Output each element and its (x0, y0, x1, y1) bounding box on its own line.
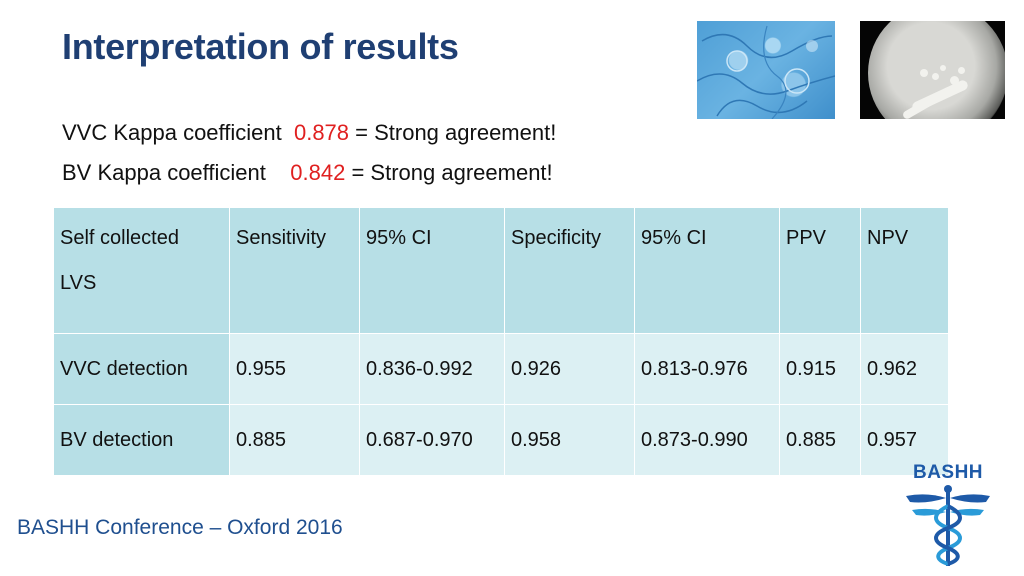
table-row: VVC detection 0.955 0.836-0.992 0.926 0.… (53, 333, 949, 405)
table-cell: 0.962 (860, 333, 949, 405)
caduceus-icon (906, 485, 990, 566)
table-cell: 0.958 (504, 404, 635, 476)
table-cell: 0.885 (229, 404, 360, 476)
table-row: BV detection 0.885 0.687-0.970 0.958 0.8… (53, 404, 949, 476)
header-cell: Sensitivity (229, 207, 360, 334)
footer-conference: BASHH Conference – Oxford 2016 (17, 516, 343, 539)
header-cell: 95% CI (359, 207, 505, 334)
colony (950, 76, 959, 85)
header-cell-line2: LVS (60, 272, 97, 294)
table-cell: 0.957 (860, 404, 949, 476)
header-cell: 95% CI (634, 207, 780, 334)
row-label: VVC detection (53, 333, 230, 405)
microscopy-texture (697, 25, 835, 119)
table-header-row: Self collected LVS Sensitivity 95% CI Sp… (53, 207, 949, 334)
kappa-vvc-value: 0.878 (293, 120, 350, 145)
agar-plate (868, 21, 1005, 119)
colony (920, 69, 928, 77)
agar-plate-image (860, 21, 1005, 119)
header-cell: NPV (860, 207, 949, 334)
table-cell: 0.813-0.976 (634, 333, 780, 405)
slide-title: Interpretation of results (62, 26, 459, 67)
table-cell: 0.955 (229, 333, 360, 405)
bashh-logo: BASHH (902, 462, 994, 570)
colony (932, 73, 939, 80)
table-cell: 0.926 (504, 333, 635, 405)
header-cell-line1: Self collected (60, 227, 179, 249)
row-label: BV detection (53, 404, 230, 476)
table-cell: 0.687-0.970 (359, 404, 505, 476)
header-cell: Specificity (504, 207, 635, 334)
header-cell: PPV (779, 207, 861, 334)
kappa-bv-label: BV Kappa coefficient (62, 160, 291, 185)
kappa-bv-value: 0.842 (290, 160, 346, 185)
table-cell: 0.836-0.992 (359, 333, 505, 405)
logo-text: BASHH (912, 462, 984, 483)
kappa-vvc-suffix: = Strong agreement! (349, 120, 557, 145)
table-cell: 0.885 (779, 404, 861, 476)
table-cell: 0.873-0.990 (634, 404, 780, 476)
kappa-bv-suffix: = Strong agreement! (345, 160, 553, 185)
microscopy-image (697, 21, 835, 119)
colony (940, 65, 946, 71)
table-cell: 0.915 (779, 333, 861, 405)
kappa-bv: BV Kappa coefficient 0.842 = Strong agre… (62, 160, 553, 186)
kappa-vvc-label: VVC Kappa coefficient (62, 120, 294, 145)
kappa-vvc: VVC Kappa coefficient 0.878 = Strong agr… (62, 120, 556, 146)
results-table: Self collected LVS Sensitivity 95% CI Sp… (53, 207, 949, 476)
colony (958, 67, 965, 74)
header-cell: Self collected LVS (53, 207, 230, 334)
